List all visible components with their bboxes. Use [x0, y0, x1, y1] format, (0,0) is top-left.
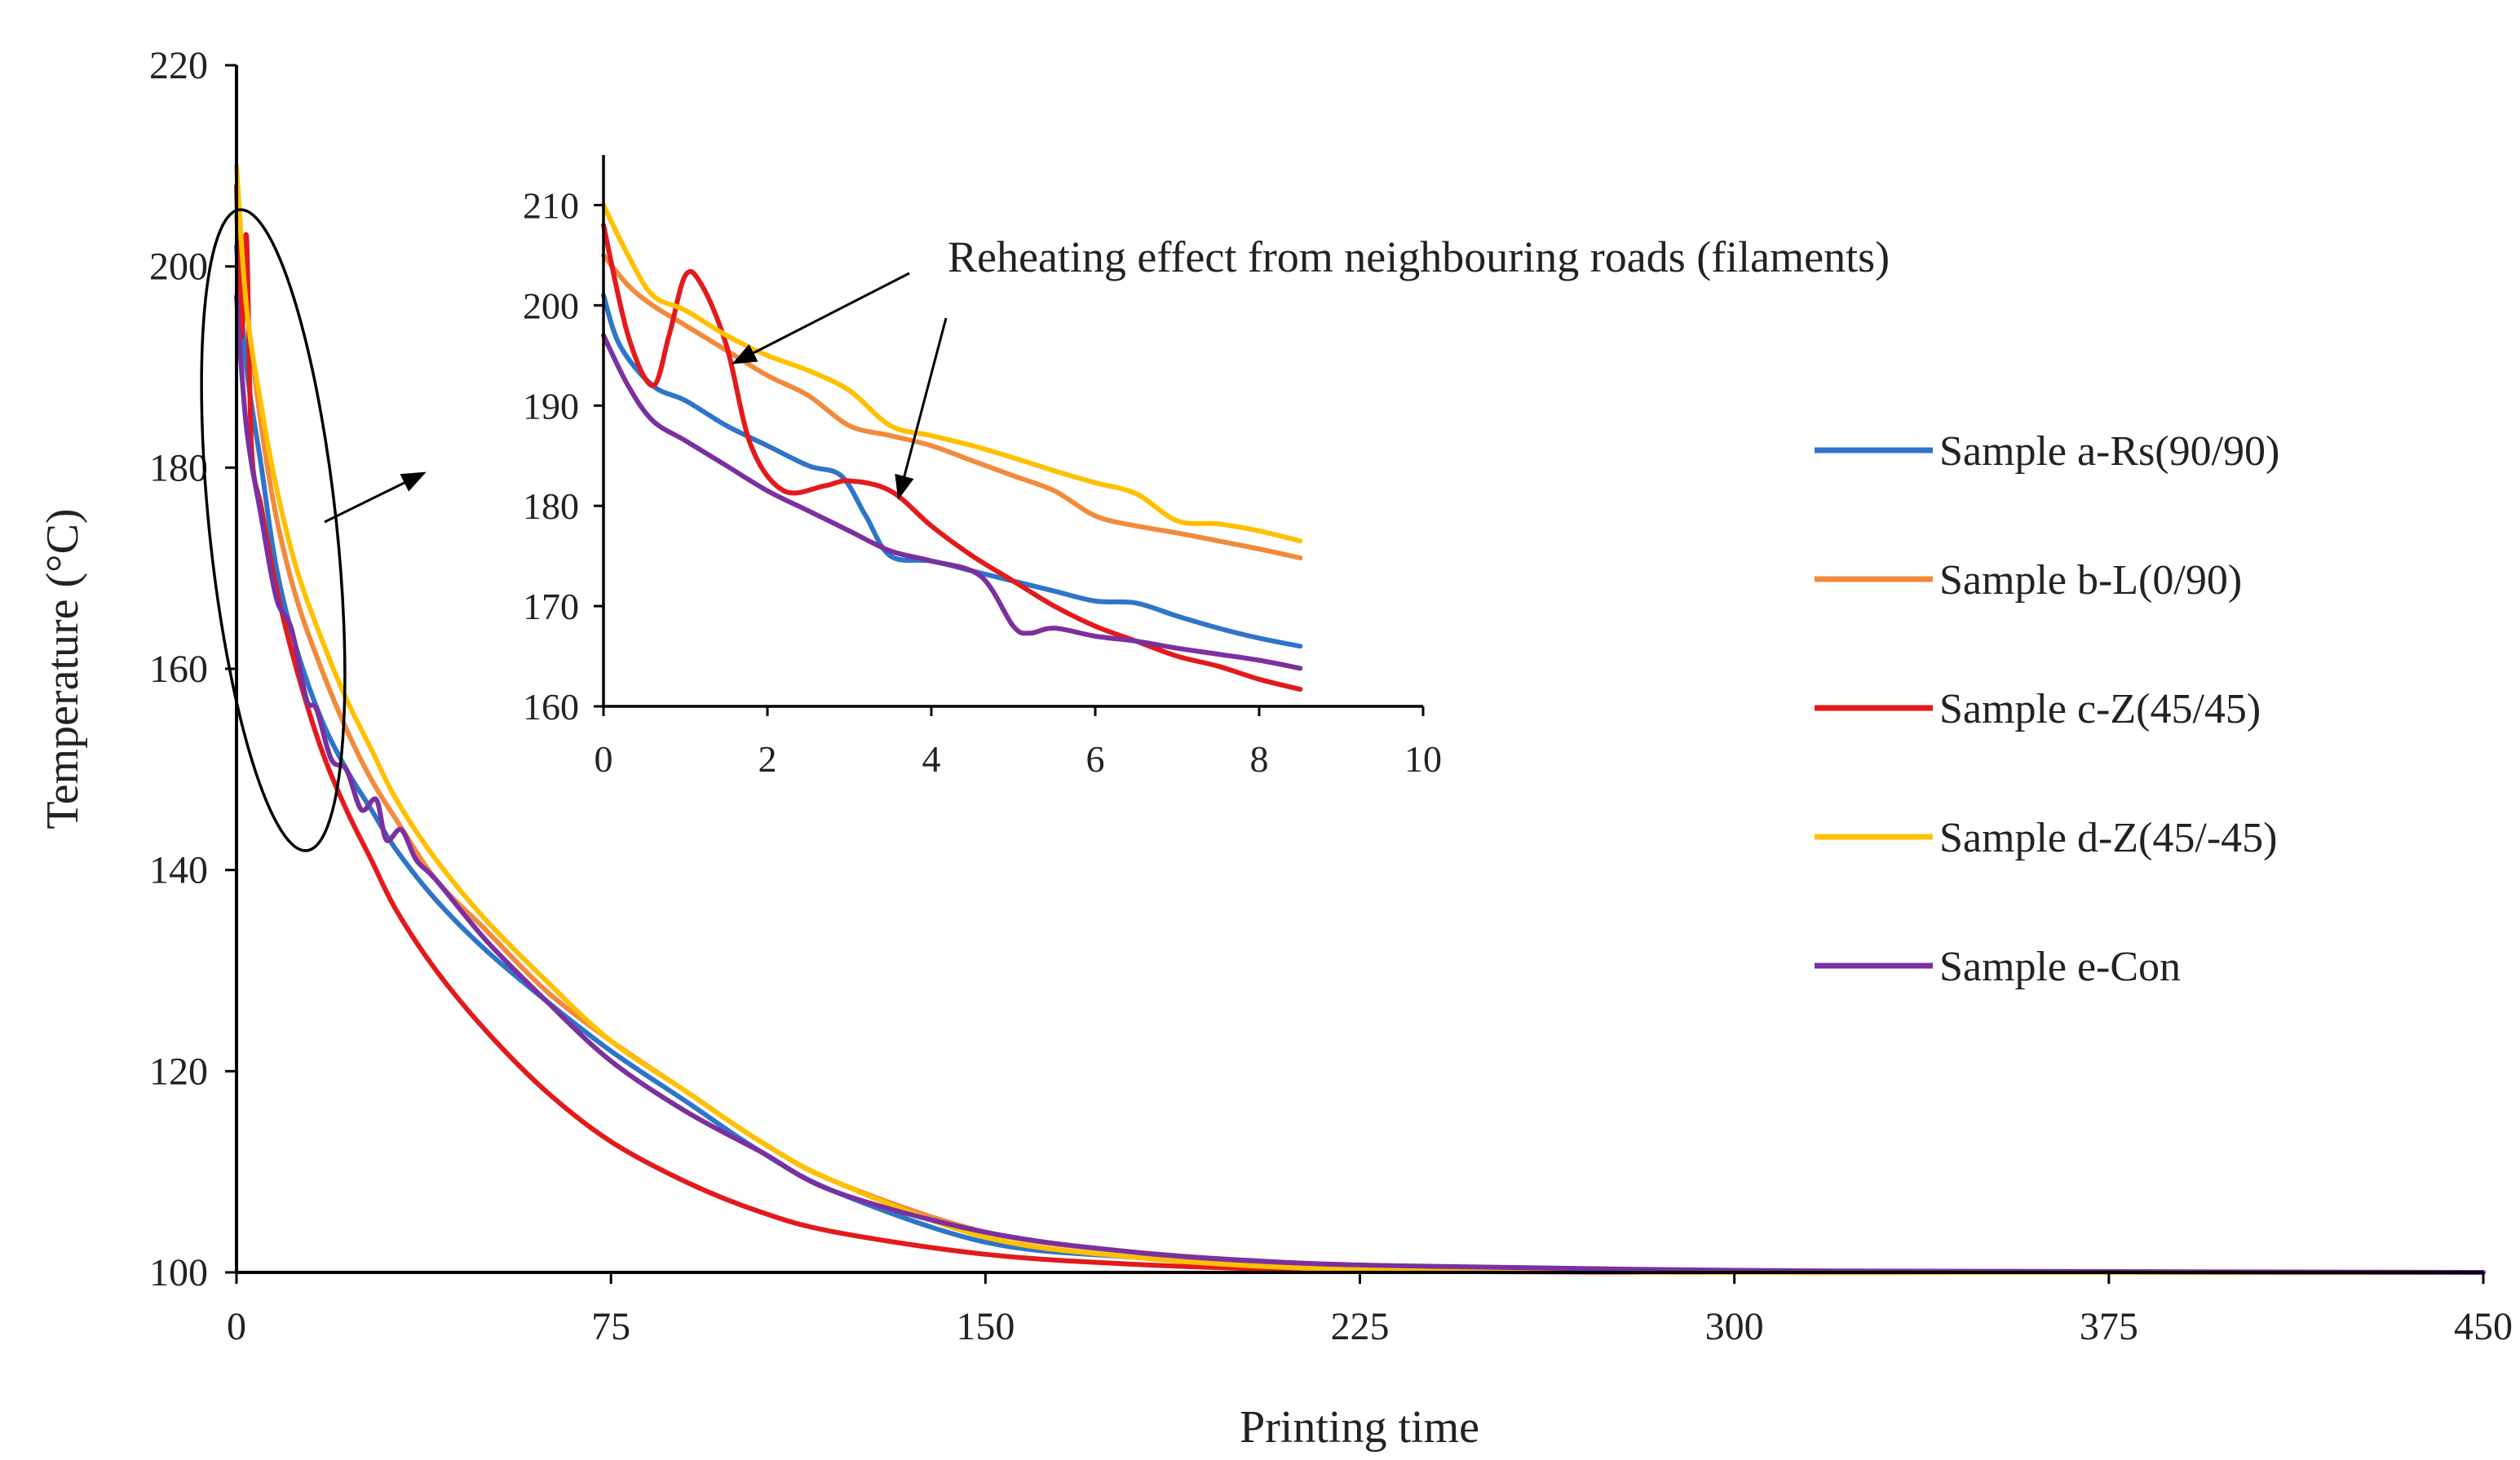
- inset-x-tick-label: 6: [1086, 738, 1105, 780]
- legend-label-3: Sample c-Z(45/45): [1939, 686, 2261, 732]
- legend-label-1: Sample a-Rs(90/90): [1939, 428, 2279, 475]
- inset-y-tick-label: 160: [523, 686, 579, 728]
- legend-label-4: Sample d-Z(45/-45): [1939, 815, 2277, 861]
- inset-x-tick-label: 0: [595, 738, 613, 780]
- main-x-tick-label: 450: [2454, 1305, 2513, 1348]
- main-x-tick-label: 375: [2080, 1305, 2138, 1348]
- inset-y-tick-label: 180: [523, 485, 579, 527]
- main-y-tick-label: 160: [149, 648, 208, 691]
- legend: Sample a-Rs(90/90) Sample b-L(0/90) Sample…: [1815, 428, 2279, 990]
- legend-label-5: Sample e-Con: [1939, 944, 2181, 990]
- inset-y-tick-label: 190: [523, 385, 579, 427]
- x-axis-title: Printing time: [1240, 1402, 1479, 1453]
- inset-x-tick-label: 4: [922, 738, 941, 780]
- ellipse-pointer-arrow: [324, 471, 427, 524]
- inset-x-tick-label: 2: [758, 738, 777, 780]
- annotation-arrow-1: [732, 272, 910, 365]
- inset-series-line-4: [601, 202, 1303, 544]
- inset-y-tick-label: 200: [523, 285, 579, 326]
- annotation-arrow-2: [895, 317, 948, 500]
- main-plot: 0 75 150 225 300 375 450100120140160180200220 …: [38, 44, 2513, 1453]
- inset-x-tick-label: 10: [1404, 738, 1442, 780]
- main-y-tick-label: 220: [149, 44, 208, 87]
- main-x-tick-label: 225: [1331, 1305, 1390, 1348]
- main-y-tick-label: 100: [149, 1251, 208, 1294]
- main-y-tick-label: 140: [149, 849, 208, 892]
- main-y-tick-label: 200: [149, 246, 208, 289]
- main-x-tick-label: 0: [227, 1305, 246, 1348]
- inset-series-line-2: [601, 252, 1303, 561]
- inset-y-tick-label: 210: [523, 184, 579, 226]
- inset-series-line-1: [601, 293, 1303, 649]
- inset-x-tick-label: 8: [1250, 738, 1269, 780]
- main-series-line-5: [234, 294, 2486, 1275]
- highlight-ellipse: [200, 208, 347, 852]
- inset-plot: 0 2 4 6 8 10 160 170 180 190 200 210 Reheating effe…: [523, 155, 1890, 780]
- inset-series-line-5: [601, 333, 1303, 671]
- main-y-tick-label: 120: [149, 1050, 208, 1093]
- legend-label-2: Sample b-L(0/90): [1939, 557, 2242, 604]
- inset-axes: [602, 155, 1423, 708]
- y-axis-title: Temperature (°C): [38, 508, 88, 829]
- inset-ticks: 0 2 4 6 8 10 160 170 180 190 200 210: [523, 184, 1442, 780]
- main-y-tick-label: 180: [149, 446, 208, 489]
- inset-series-lines: [601, 202, 1303, 692]
- main-x-tick-label: 75: [591, 1305, 630, 1348]
- main-x-tick-label: 300: [1705, 1305, 1764, 1348]
- reheating-annotation: Reheating effect from neighbouring roads…: [948, 232, 1890, 281]
- inset-y-tick-label: 170: [523, 586, 579, 627]
- main-x-tick-label: 150: [956, 1305, 1015, 1348]
